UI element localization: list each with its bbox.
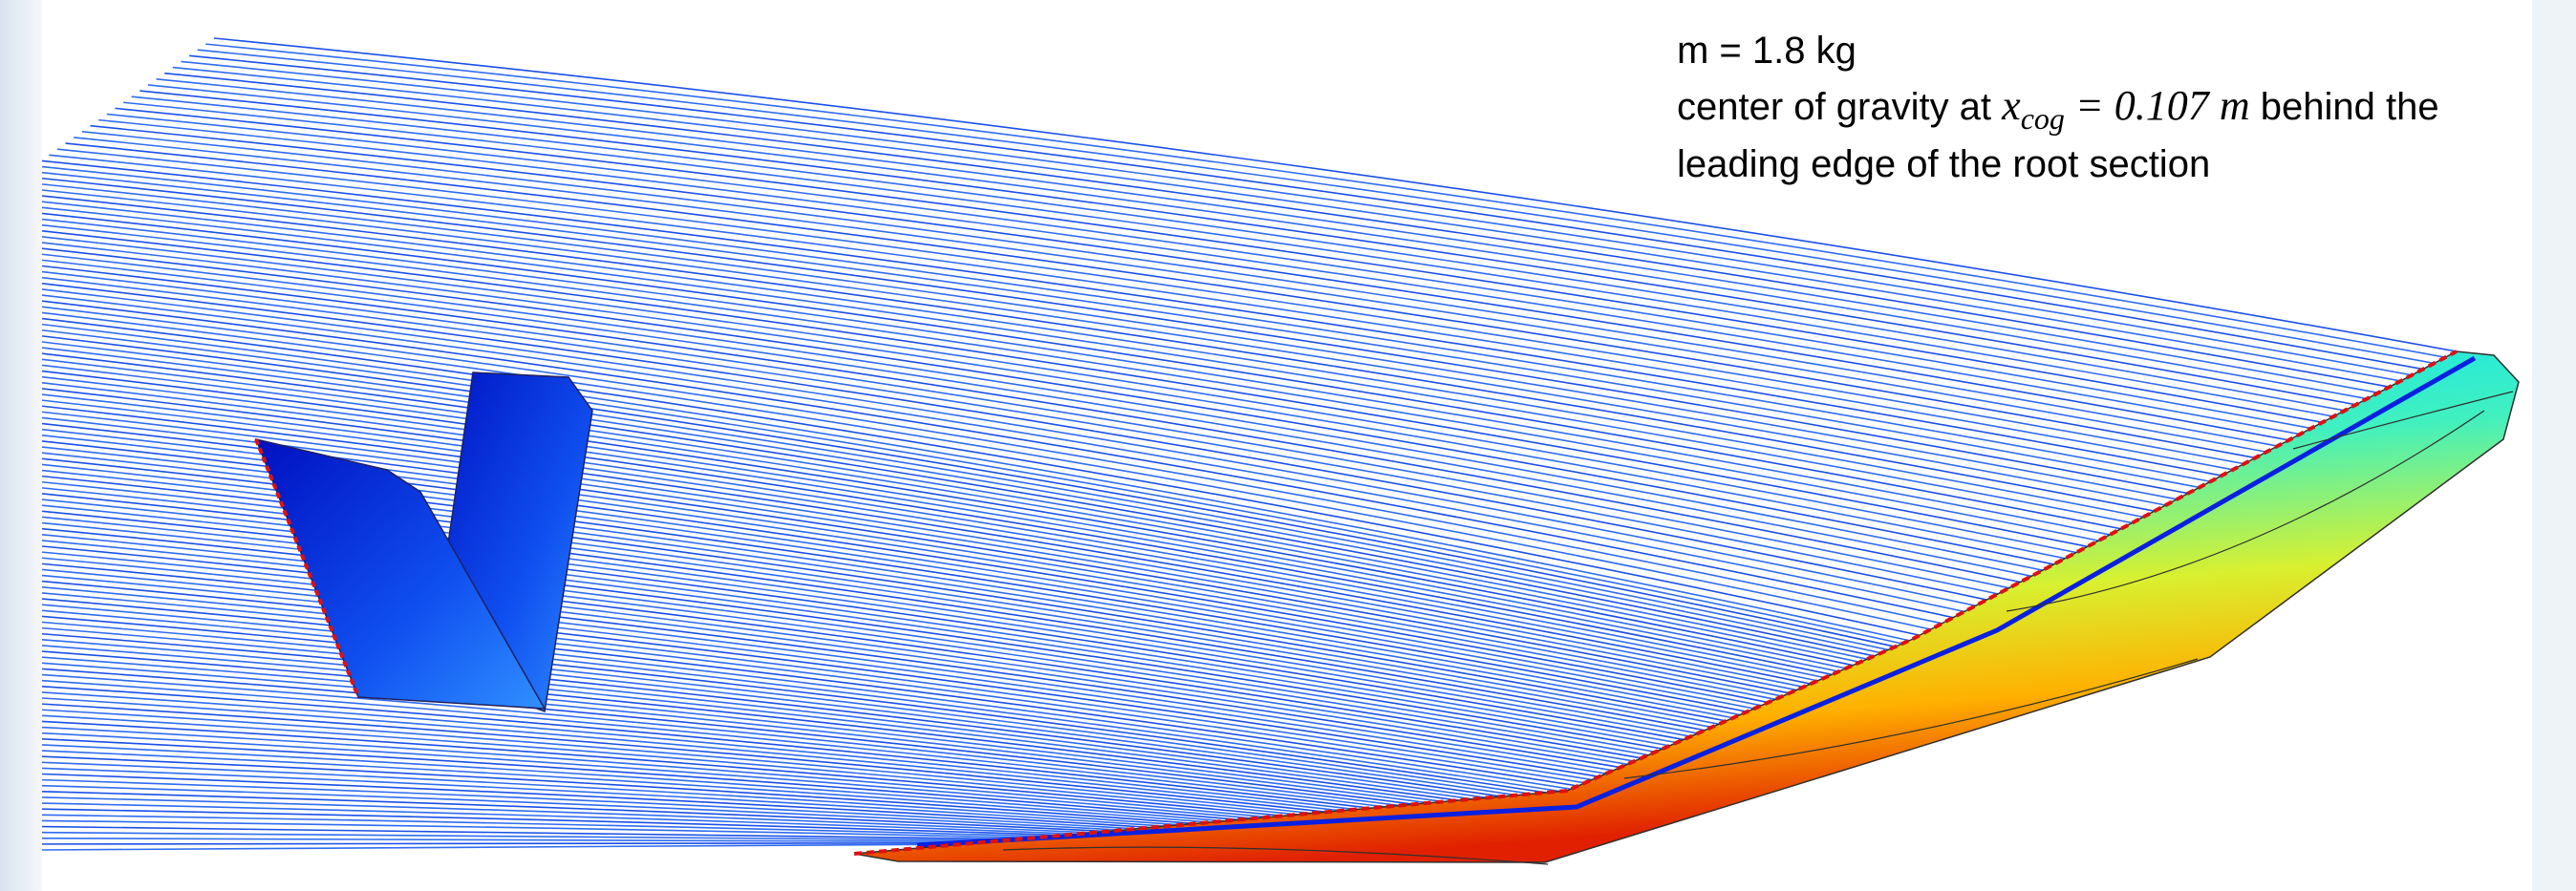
streamline [140, 91, 2355, 405]
scene: m = 1.8 kg center of gravity at xcog = 0… [0, 0, 2576, 891]
streamline [42, 843, 976, 844]
cog-prefix: center of gravity at [1677, 86, 1991, 128]
cog-symbol: x [2001, 82, 2021, 129]
left-frame [0, 0, 42, 891]
mass-label: m = 1.8 kg [1677, 30, 1857, 72]
cog-suffix: behind the [2261, 86, 2439, 128]
cog-label: center of gravity at xcog = 0.107 m behi… [1677, 82, 2439, 138]
cog-unit: m [2220, 82, 2250, 129]
cog-label-cont: leading edge of the root section [1677, 143, 2210, 185]
cog-subscript: cog [2021, 101, 2065, 136]
cog-value: = 0.107 [2075, 82, 2211, 129]
page: m = 1.8 kg center of gravity at xcog = 0… [0, 0, 2576, 891]
streamline [42, 844, 961, 850]
right-frame [2532, 0, 2576, 891]
